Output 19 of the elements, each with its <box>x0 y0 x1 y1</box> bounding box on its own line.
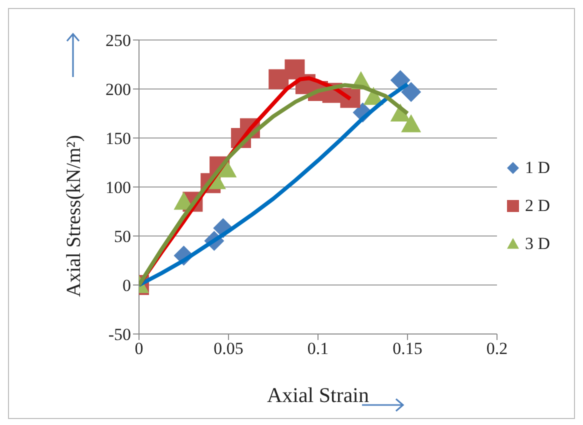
x-tick-label: 0.15 <box>392 339 422 358</box>
y-tick-label: 250 <box>106 31 131 50</box>
x-tick-label: 0.2 <box>486 339 508 358</box>
y-tick-label: 200 <box>106 80 131 100</box>
y-tick-label: 100 <box>106 178 131 198</box>
y-tick-label: 0 <box>122 276 131 296</box>
point <box>401 114 422 132</box>
y-tick-label: -50 <box>108 325 131 344</box>
y-tick-label: 150 <box>106 129 131 148</box>
x-tick-label: 0.1 <box>307 339 329 358</box>
legend-label: 1 D <box>525 158 550 178</box>
x-tick-label: 0.05 <box>214 339 244 358</box>
y-tick-label: 50 <box>114 227 131 246</box>
point <box>401 82 422 102</box>
legend-label: 2 D <box>525 196 550 216</box>
x-tick-label: 0 <box>134 339 144 358</box>
x-axis-title: Axial Strain <box>266 383 370 407</box>
y-axis-title: Axial Stress(kN/m²) <box>63 134 86 297</box>
legend-label: 3 D <box>525 234 550 254</box>
